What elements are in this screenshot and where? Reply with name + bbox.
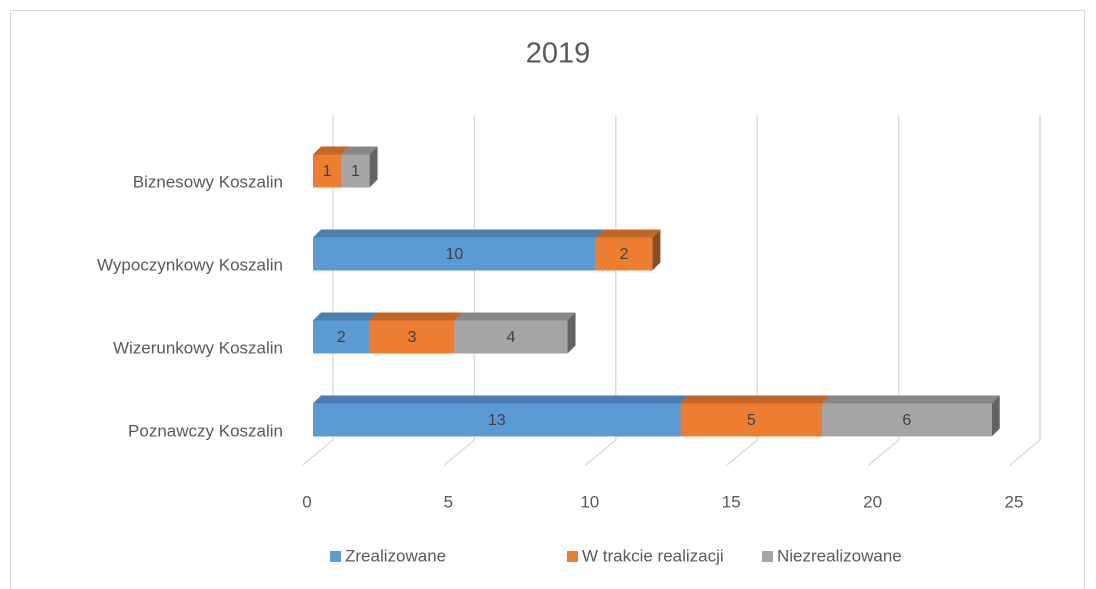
bar-side <box>369 146 378 188</box>
bar-side <box>991 395 1000 437</box>
value-label: 1 <box>351 163 360 180</box>
value-label: 10 <box>446 246 464 263</box>
bar-front <box>595 237 653 271</box>
bar-top <box>822 395 1000 404</box>
bar-front <box>341 154 370 188</box>
bar-top <box>341 146 378 155</box>
bar <box>822 395 1000 437</box>
chart-border <box>10 10 1085 589</box>
grid-line <box>868 115 900 466</box>
legend-label: W trakcie realizacji <box>582 546 724 565</box>
x-tick-label: 0 <box>302 492 311 511</box>
legend-label: Niezrealizowane <box>777 546 902 565</box>
bar-top <box>313 229 604 238</box>
x-tick-label: 15 <box>722 492 741 511</box>
value-label: 13 <box>488 412 506 429</box>
legend-swatch <box>762 551 773 562</box>
grid-line <box>443 115 476 466</box>
bar-front <box>369 320 455 354</box>
grid-line <box>302 115 334 466</box>
bar <box>313 312 378 354</box>
value-label: 2 <box>620 246 629 263</box>
bar-front <box>313 320 370 354</box>
y-tick-label: Wizerunkowy Koszalin <box>113 338 283 357</box>
bar-top <box>369 312 463 321</box>
value-label: 2 <box>337 329 346 346</box>
bar <box>313 395 689 437</box>
bar-side <box>652 229 661 271</box>
bar-top <box>454 312 576 321</box>
bar <box>341 146 378 188</box>
bar-top <box>680 395 831 404</box>
grid-line <box>1009 115 1041 466</box>
bar-front <box>313 237 596 271</box>
value-label: 5 <box>747 412 756 429</box>
grid-line <box>726 115 758 466</box>
bar-top <box>313 312 378 321</box>
value-label: 1 <box>323 163 332 180</box>
x-tick-label: 10 <box>580 492 599 511</box>
bar-front <box>313 154 342 188</box>
bar-top <box>313 146 350 155</box>
x-tick-label: 25 <box>1005 492 1024 511</box>
bar-side <box>567 312 576 354</box>
bar-front <box>822 403 992 437</box>
bar <box>595 229 661 271</box>
x-tick-label: 5 <box>444 492 453 511</box>
chart-title: 2019 <box>526 38 591 70</box>
y-tick-label: Poznawczy Koszalin <box>128 421 283 440</box>
bar-front <box>454 320 568 354</box>
bar-top <box>595 229 661 238</box>
y-tick-label: Biznesowy Koszalin <box>133 172 283 191</box>
y-tick-label: Wypoczynkowy Koszalin <box>97 255 283 274</box>
value-label: 6 <box>902 412 911 429</box>
bar-top <box>313 395 689 404</box>
legend-swatch <box>567 551 578 562</box>
bar <box>680 395 831 437</box>
value-label: 4 <box>507 329 516 346</box>
legend-swatch <box>330 551 341 562</box>
value-label: 3 <box>408 329 417 346</box>
x-tick-label: 20 <box>863 492 882 511</box>
legend-label: Zrealizowane <box>345 546 446 565</box>
grid-line <box>585 115 617 466</box>
bar-front <box>313 403 681 437</box>
bar-front <box>680 403 823 437</box>
bar <box>454 312 576 354</box>
